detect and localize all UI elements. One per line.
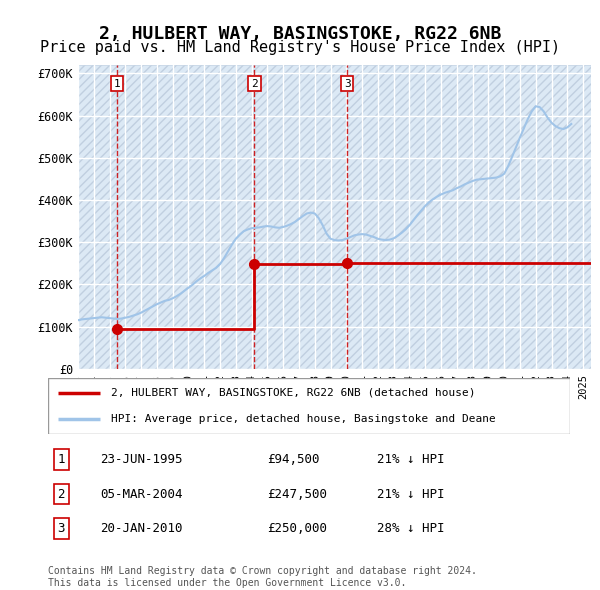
Text: HPI: Average price, detached house, Basingstoke and Deane: HPI: Average price, detached house, Basi… [110, 414, 496, 424]
Text: 3: 3 [58, 522, 65, 535]
Text: Contains HM Land Registry data © Crown copyright and database right 2024.
This d: Contains HM Land Registry data © Crown c… [48, 566, 477, 588]
Text: 05-MAR-2004: 05-MAR-2004 [100, 487, 182, 501]
Text: 1: 1 [114, 78, 121, 88]
Text: £94,500: £94,500 [267, 453, 320, 466]
Text: £250,000: £250,000 [267, 522, 327, 535]
Text: £247,500: £247,500 [267, 487, 327, 501]
Text: 2: 2 [251, 78, 258, 88]
Text: 20-JAN-2010: 20-JAN-2010 [100, 522, 182, 535]
Text: 1: 1 [58, 453, 65, 466]
Text: 21% ↓ HPI: 21% ↓ HPI [377, 453, 445, 466]
Text: 21% ↓ HPI: 21% ↓ HPI [377, 487, 445, 501]
Text: 2, HULBERT WAY, BASINGSTOKE, RG22 6NB (detached house): 2, HULBERT WAY, BASINGSTOKE, RG22 6NB (d… [110, 388, 475, 398]
FancyBboxPatch shape [48, 378, 570, 434]
Text: 23-JUN-1995: 23-JUN-1995 [100, 453, 182, 466]
Text: 28% ↓ HPI: 28% ↓ HPI [377, 522, 445, 535]
Text: 3: 3 [344, 78, 350, 88]
Text: 2: 2 [58, 487, 65, 501]
Text: 2, HULBERT WAY, BASINGSTOKE, RG22 6NB: 2, HULBERT WAY, BASINGSTOKE, RG22 6NB [99, 25, 501, 44]
Text: Price paid vs. HM Land Registry's House Price Index (HPI): Price paid vs. HM Land Registry's House … [40, 40, 560, 55]
